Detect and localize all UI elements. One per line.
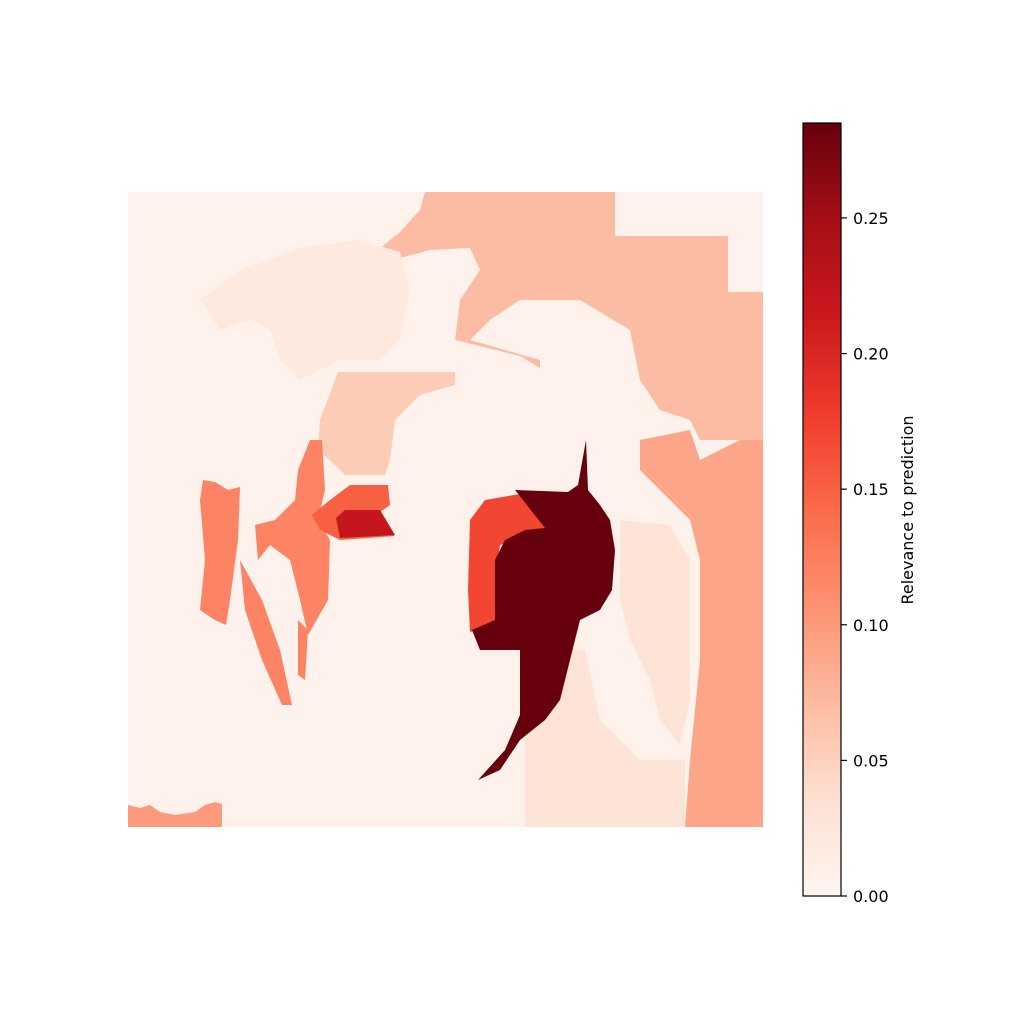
region-upper-left-hair: [200, 240, 410, 380]
region-forehead-band: [318, 372, 455, 475]
colorbar-tick-label: 0.20: [853, 345, 889, 364]
colorbar-frame: [802, 122, 842, 897]
colorbar-ticks: 0.00 0.05 0.10 0.15 0.20 0.25: [841, 209, 889, 906]
colorbar-tick-label: 0.10: [853, 616, 889, 635]
colorbar-tick-label: 0.25: [853, 209, 889, 228]
relevance-heatmap: [128, 192, 763, 827]
region-nose-edge: [468, 494, 560, 632]
region-right-pink-a: [620, 520, 690, 745]
region-right-cheek: [525, 650, 685, 827]
region-left-strands-d: [298, 620, 308, 680]
region-bottom-left-corner: [128, 802, 222, 827]
colorbar-tick-label: 0.15: [853, 480, 889, 499]
region-right-strip: [640, 430, 763, 827]
colorbar-tick-label: 0.00: [853, 887, 889, 906]
region-nose-core: [472, 440, 615, 780]
region-left-eye-core: [336, 510, 395, 538]
colorbar-tick-label: 0.05: [853, 751, 889, 770]
colorbar-label: Relevance to prediction: [898, 415, 917, 604]
colorbar: 0.00 0.05 0.10 0.15 0.20 0.25 Relevance to pr…: [802, 122, 917, 906]
region-left-strands-b: [255, 440, 330, 635]
region-top-right-hair: [380, 192, 763, 440]
region-left-strands-c: [240, 560, 292, 705]
colorbar-gradient: [803, 123, 841, 896]
region-left-strands-a: [200, 480, 240, 625]
